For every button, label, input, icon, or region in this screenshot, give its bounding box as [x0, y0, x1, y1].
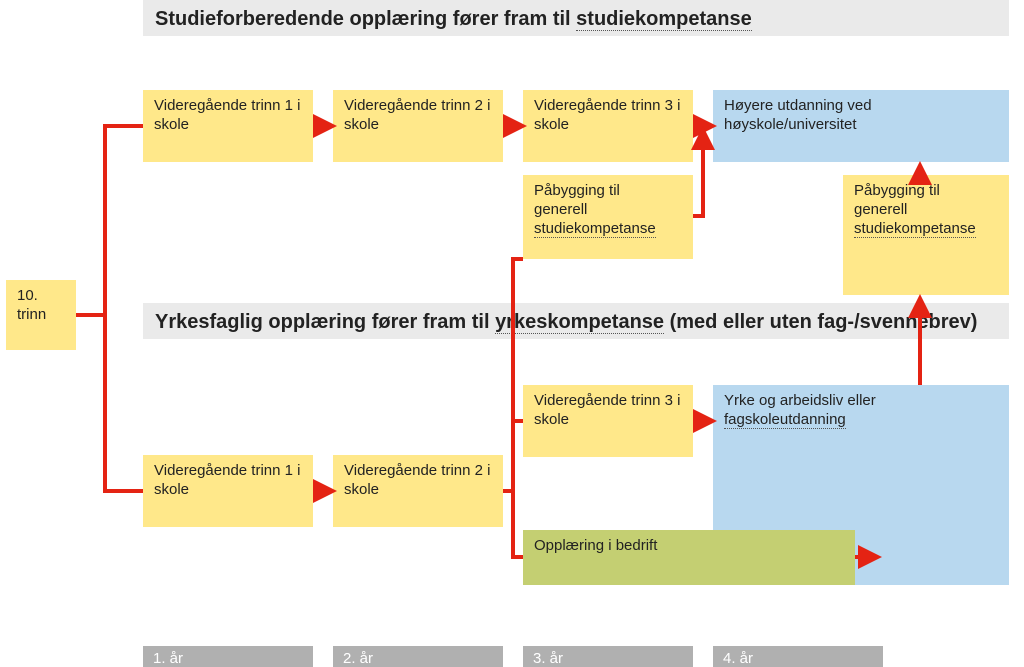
title-mid: Yrkesfaglig opplæring fører fram til yrk… [143, 303, 1009, 339]
node-hoyere: Høyere utdanning ved høyskole/universite… [713, 90, 1009, 162]
node-bedrift: Opplæring i bedrift [523, 530, 855, 585]
year-1: 1. år [143, 646, 313, 667]
year-4: 4. år [713, 646, 883, 667]
node-vg1-top: Videregående trinn 1 i skole [143, 90, 313, 162]
node-pabygg-top: Påbygging til generell studiekompetanse [523, 175, 693, 259]
title-top-prefix: Studieforberedende opplæring fører fram … [155, 8, 576, 30]
node-vg2-top: Videregående trinn 2 i skole [333, 90, 503, 162]
arrow-start-to-vg1-bot [76, 315, 143, 491]
node-vg1-bot: Videregående trinn 1 i skole [143, 455, 313, 527]
node-start-l2: trinn [17, 306, 46, 323]
node-vg2-bot: Videregående trinn 2 i skole [333, 455, 503, 527]
node-start-l1: 10. [17, 287, 38, 304]
node-pabygg-right: Påbygging til generell studiekompetanse [843, 175, 1009, 295]
arrow-vg2bot-split [503, 259, 523, 491]
arrow-pabyggtop-to-hoyere [693, 130, 703, 216]
arrow-start-to-vg1-top [76, 126, 143, 315]
title-mid-underlined: yrkeskompetanse [495, 311, 664, 334]
title-top: Studieforberedende opplæring fører fram … [143, 0, 1009, 36]
node-vg3-top: Videregående trinn 3 i skole [523, 90, 693, 162]
title-mid-suffix: (med eller uten fag-/svennebrev) [664, 311, 977, 333]
year-3: 3. år [523, 646, 693, 667]
year-2: 2. år [333, 646, 503, 667]
node-start: 10. trinn [6, 280, 76, 350]
title-mid-prefix: Yrkesfaglig opplæring fører fram til [155, 311, 495, 333]
title-top-underlined: studiekompetanse [576, 8, 752, 31]
arrow-vg2bot-to-bedrift [513, 491, 523, 557]
node-vg3-bot: Videregående trinn 3 i skole [523, 385, 693, 457]
diagram-canvas: Studieforberedende opplæring fører fram … [0, 0, 1024, 667]
